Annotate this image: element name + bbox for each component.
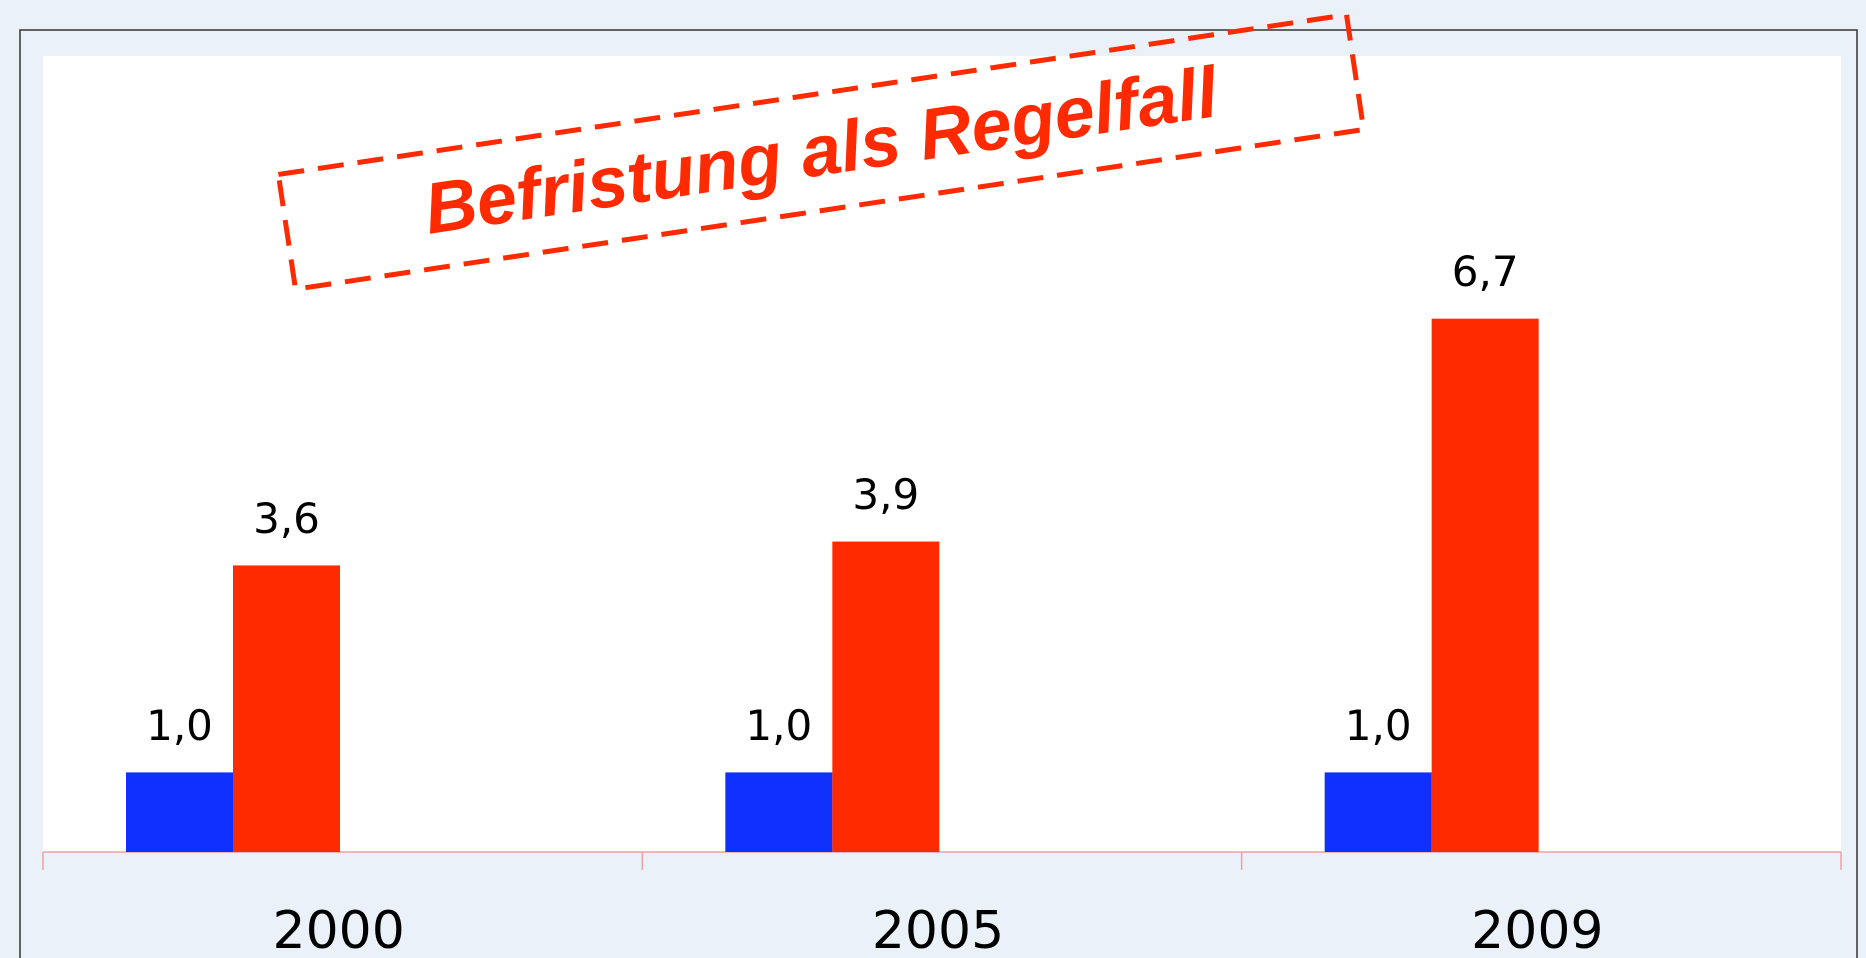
bar (725, 772, 833, 852)
value-label: 6,7 (1452, 247, 1519, 296)
plot-area (43, 56, 1841, 852)
value-label: 3,9 (852, 470, 919, 519)
value-label: 1,0 (146, 701, 213, 750)
bar (126, 772, 233, 852)
bar (233, 565, 340, 852)
bar (1431, 318, 1539, 852)
x-tick-label: 2000 (272, 901, 404, 958)
bar (832, 541, 940, 852)
value-label: 1,0 (745, 701, 812, 750)
value-label: 1,0 (1345, 701, 1412, 750)
x-tick-label: 2009 (1471, 901, 1603, 958)
annotation-box (275, 11, 1367, 293)
value-label: 3,6 (253, 494, 320, 543)
x-tick-label: 2005 (872, 901, 1004, 958)
bar (1324, 772, 1432, 852)
